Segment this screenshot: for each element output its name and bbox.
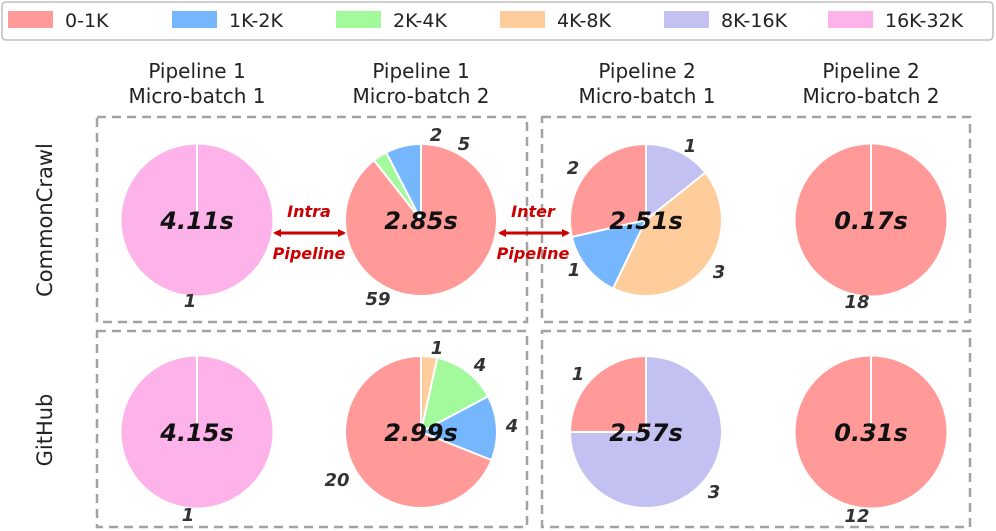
pie-slice-1k-2k: [384, 142, 422, 221]
slice-count-label: 2: [430, 125, 443, 146]
slice-count-label: 59: [365, 289, 390, 310]
slice-count-label: 3: [708, 482, 721, 503]
intra-pipeline-annotation: Intra Pipeline: [273, 202, 346, 263]
legend-label-2k-4k: 2K-4K: [393, 10, 447, 32]
frame-pipeline2-commoncrawl: [540, 115, 972, 324]
intra-pipeline-label: Pipeline: [273, 244, 346, 263]
pie-center-time: 0.17s: [834, 207, 908, 235]
frame-pipeline1-github: [95, 329, 529, 529]
legend-label-16k-32k: 16K-32K: [885, 10, 964, 32]
legend-swatch-8k-16k: [664, 11, 709, 28]
legend-swatch-16k-32k: [828, 11, 873, 28]
pie-slice-8k-16k: [568, 354, 723, 509]
pie-github-4: 12 0.31s: [794, 355, 948, 527]
slice-count-label: 4: [473, 355, 487, 376]
pie-center-time: 4.15s: [159, 419, 234, 447]
pie-center-time: 4.11s: [159, 207, 234, 235]
pie-center-time: 2.99s: [384, 419, 458, 447]
slice-count-label: 2: [567, 158, 580, 179]
row-label-github: GitHub: [33, 394, 57, 467]
intra-label: Intra: [287, 202, 331, 221]
pie-commoncrawl-1: 1 4.11s: [120, 143, 274, 312]
pie-github-3: 3 1 2.57s: [568, 354, 723, 509]
pie-slice-4k-8k: [611, 171, 723, 297]
column-title-line1: Pipeline 1: [372, 59, 469, 83]
pie-center-time: 0.31s: [834, 419, 908, 447]
pie-center-time: 2.85s: [384, 207, 458, 235]
legend-label-8k-16k: 8K-16K: [721, 10, 788, 32]
slice-count-label: 20: [324, 470, 349, 491]
legend-frame: [1, 1, 994, 41]
frame-pipeline1-commoncrawl: [95, 115, 529, 324]
legend-label-4k-8k: 4K-8K: [557, 10, 611, 32]
legend-swatch-4k-8k: [500, 11, 545, 28]
pie-slice-0-1k: [569, 142, 647, 239]
pie-slice-8k-16k: [645, 142, 707, 223]
pie-slice-1k-2k: [418, 395, 498, 462]
slice-count-label: 1: [568, 260, 581, 281]
inter-pipeline-annotation: Inter Pipeline: [497, 202, 570, 263]
pie-slice-2k-4k: [419, 356, 490, 434]
pie-center-time: 2.51s: [609, 207, 683, 235]
slice-count-label: 1: [182, 505, 195, 526]
slice-count-label: 4: [505, 416, 519, 437]
slice-count-label: 1: [431, 338, 444, 359]
pie-github-1: 1 4.15s: [120, 355, 274, 526]
column-title-line2: Micro-batch 1: [579, 84, 716, 108]
column-title-line1: Pipeline 1: [148, 59, 245, 83]
pie-slice-0-1k: [568, 354, 647, 433]
slice-count-label: 18: [844, 292, 869, 313]
legend-swatch-2k-4k: [336, 11, 381, 28]
inter-pipeline-label: Pipeline: [497, 244, 570, 263]
pie-commoncrawl-2: 59 2 5 2.85s: [344, 125, 498, 310]
row-labels: CommonCrawl GitHub: [33, 143, 57, 466]
legend-label-1k-2k: 1K-2K: [229, 10, 283, 32]
legend-swatch-0-1k: [8, 11, 53, 28]
pie-commoncrawl-4: 18 0.17s: [794, 143, 948, 313]
pie-commoncrawl-3: 1 3 1 2 2.51s: [567, 136, 726, 297]
slice-count-label: 1: [684, 136, 697, 157]
legend-swatch-1k-2k: [172, 11, 217, 28]
column-title-line1: Pipeline 2: [822, 59, 919, 83]
slice-count-label: 1: [572, 364, 585, 385]
column-title-line2: Micro-batch 1: [129, 84, 266, 108]
slice-count-label: 3: [713, 262, 726, 283]
column-title-line2: Micro-batch 2: [353, 84, 490, 108]
slice-count-label: 5: [458, 134, 471, 155]
frame-pipeline2-github: [540, 329, 972, 529]
pie-slice-1k-2k: [570, 218, 648, 290]
pie-github-2: 1 4 4 20 2.99s: [324, 338, 519, 509]
slice-count-label: 1: [184, 291, 197, 312]
inter-label: Inter: [511, 202, 556, 221]
pie-slice-0-1k: [344, 354, 493, 509]
column-title-line1: Pipeline 2: [598, 59, 695, 83]
legend-label-0-1k: 0-1K: [65, 10, 109, 32]
row-label-commoncrawl: CommonCrawl: [33, 143, 57, 297]
slice-count-label: 12: [844, 506, 869, 527]
column-title-line2: Micro-batch 2: [803, 84, 940, 108]
pie-center-time: 2.57s: [609, 419, 683, 447]
group-frames: [95, 115, 972, 529]
legend: 0-1K 1K-2K 2K-4K 4K-8K 8K-16K 16K-32K: [1, 1, 994, 41]
